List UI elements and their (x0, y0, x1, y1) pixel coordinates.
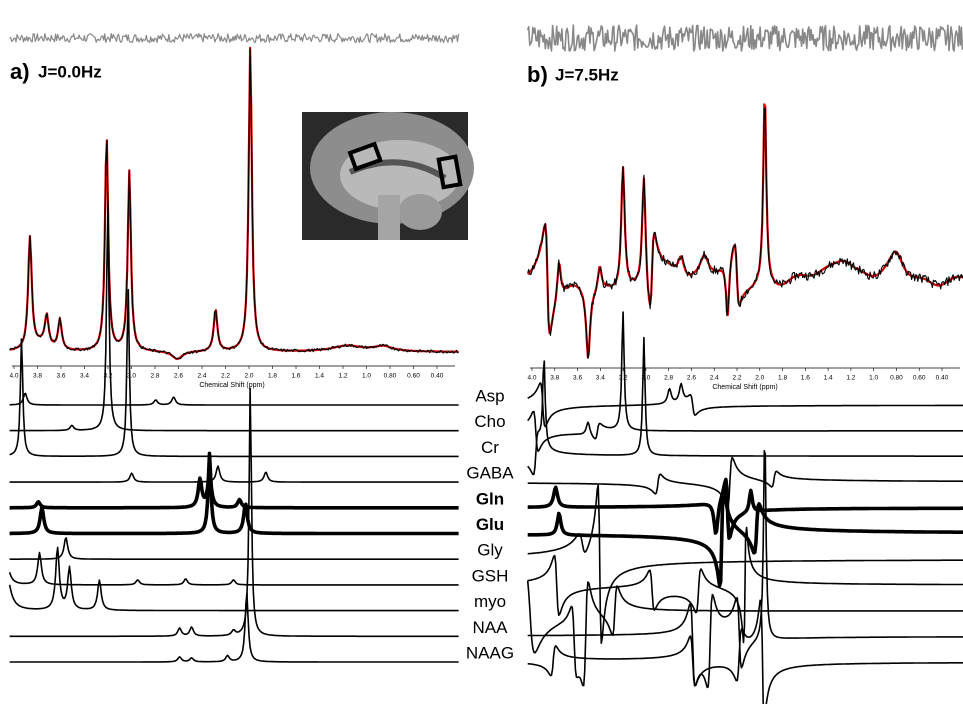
tick-label: 0.40 (431, 373, 444, 380)
mri-inset (302, 112, 474, 240)
tick-label: 2.8 (664, 375, 673, 382)
mri-cerebellum (398, 194, 442, 230)
tick-label: 0.80 (384, 373, 397, 380)
basis-spectrum (10, 553, 459, 585)
metabolite-label: Cr (481, 438, 499, 457)
tick-label: 1.8 (268, 373, 277, 380)
tick-label: 1.6 (801, 375, 810, 382)
basis-spectrum (10, 472, 459, 507)
tick-label: 3.8 (550, 375, 559, 382)
metabolite-label: Gln (476, 489, 504, 508)
metabolite-label: GABA (466, 464, 514, 483)
tick-label: 4.0 (527, 375, 536, 382)
fit-curve (528, 104, 963, 357)
mri-brainstem (378, 195, 400, 240)
tick-label: 2.4 (197, 373, 206, 380)
basis-spectrum (528, 528, 963, 643)
tick-label: 0.60 (407, 373, 420, 380)
residual-trace (10, 34, 459, 43)
basis-spectrum (528, 457, 963, 507)
basis-spectrum (10, 593, 459, 662)
metabolite-label: Cho (474, 412, 505, 431)
metabolite-label: GSH (472, 566, 509, 585)
tick-label: 1.2 (338, 373, 347, 380)
tick-label: 2.0 (755, 375, 764, 382)
tick-label: 1.8 (778, 375, 787, 382)
tick-label: 3.6 (573, 375, 582, 382)
tick-label: 0.80 (890, 375, 903, 382)
tick-label: 3.4 (596, 375, 605, 382)
tick-label: 0.60 (913, 375, 926, 382)
tick-label: 2.6 (687, 375, 696, 382)
panel-label: b) (527, 62, 548, 87)
basis-spectrum (10, 453, 459, 533)
tick-label: 0.40 (936, 375, 949, 382)
tick-label: 4.0 (9, 373, 18, 380)
tick-label: 1.6 (291, 373, 300, 380)
panel-label: a) (10, 59, 30, 84)
metabolite-label: Gly (477, 541, 503, 560)
basis-spectrum (10, 388, 459, 636)
tick-label: 3.8 (33, 373, 42, 380)
tick-label: 1.2 (846, 375, 855, 382)
tick-label: 3.6 (56, 373, 65, 380)
tick-label: 1.0 (869, 375, 878, 382)
basis-spectrum (10, 547, 459, 610)
tick-label: 2.8 (150, 373, 159, 380)
tick-label: 1.4 (824, 375, 833, 382)
figure: a) J=0.0Hz b) J=7.5Hz Chemical Shift (pp… (0, 0, 963, 704)
tick-label: 2.6 (174, 373, 183, 380)
residual-trace (528, 25, 963, 51)
tick-label: 2.2 (732, 375, 741, 382)
metabolite-label: NAAG (466, 643, 514, 662)
panel-title: J=7.5Hz (555, 65, 619, 84)
metabolite-label: myo (474, 592, 506, 611)
tick-label: 3.0 (127, 373, 136, 380)
panel-title: J=0.0Hz (38, 62, 102, 81)
tick-label: 1.0 (362, 373, 371, 380)
basis-spectrum (10, 466, 459, 482)
x-axis-label: Chemical Shift (ppm) (199, 382, 264, 389)
tick-label: 1.4 (315, 373, 324, 380)
metabolite-label: Asp (475, 386, 504, 405)
tick-label: 2.4 (710, 375, 719, 382)
x-axis-label: Chemical Shift (ppm) (712, 384, 777, 391)
basis-spectrum (10, 394, 459, 406)
basis-spectrum (10, 538, 459, 559)
measured-spectrum (528, 108, 963, 358)
tick-label: 2.0 (244, 373, 253, 380)
tick-label: 2.2 (221, 373, 230, 380)
tick-label: 3.4 (80, 373, 89, 380)
metabolite-label: Glu (476, 515, 504, 534)
tick-label: 3.2 (619, 375, 628, 382)
metabolite-label: NAA (473, 618, 509, 637)
